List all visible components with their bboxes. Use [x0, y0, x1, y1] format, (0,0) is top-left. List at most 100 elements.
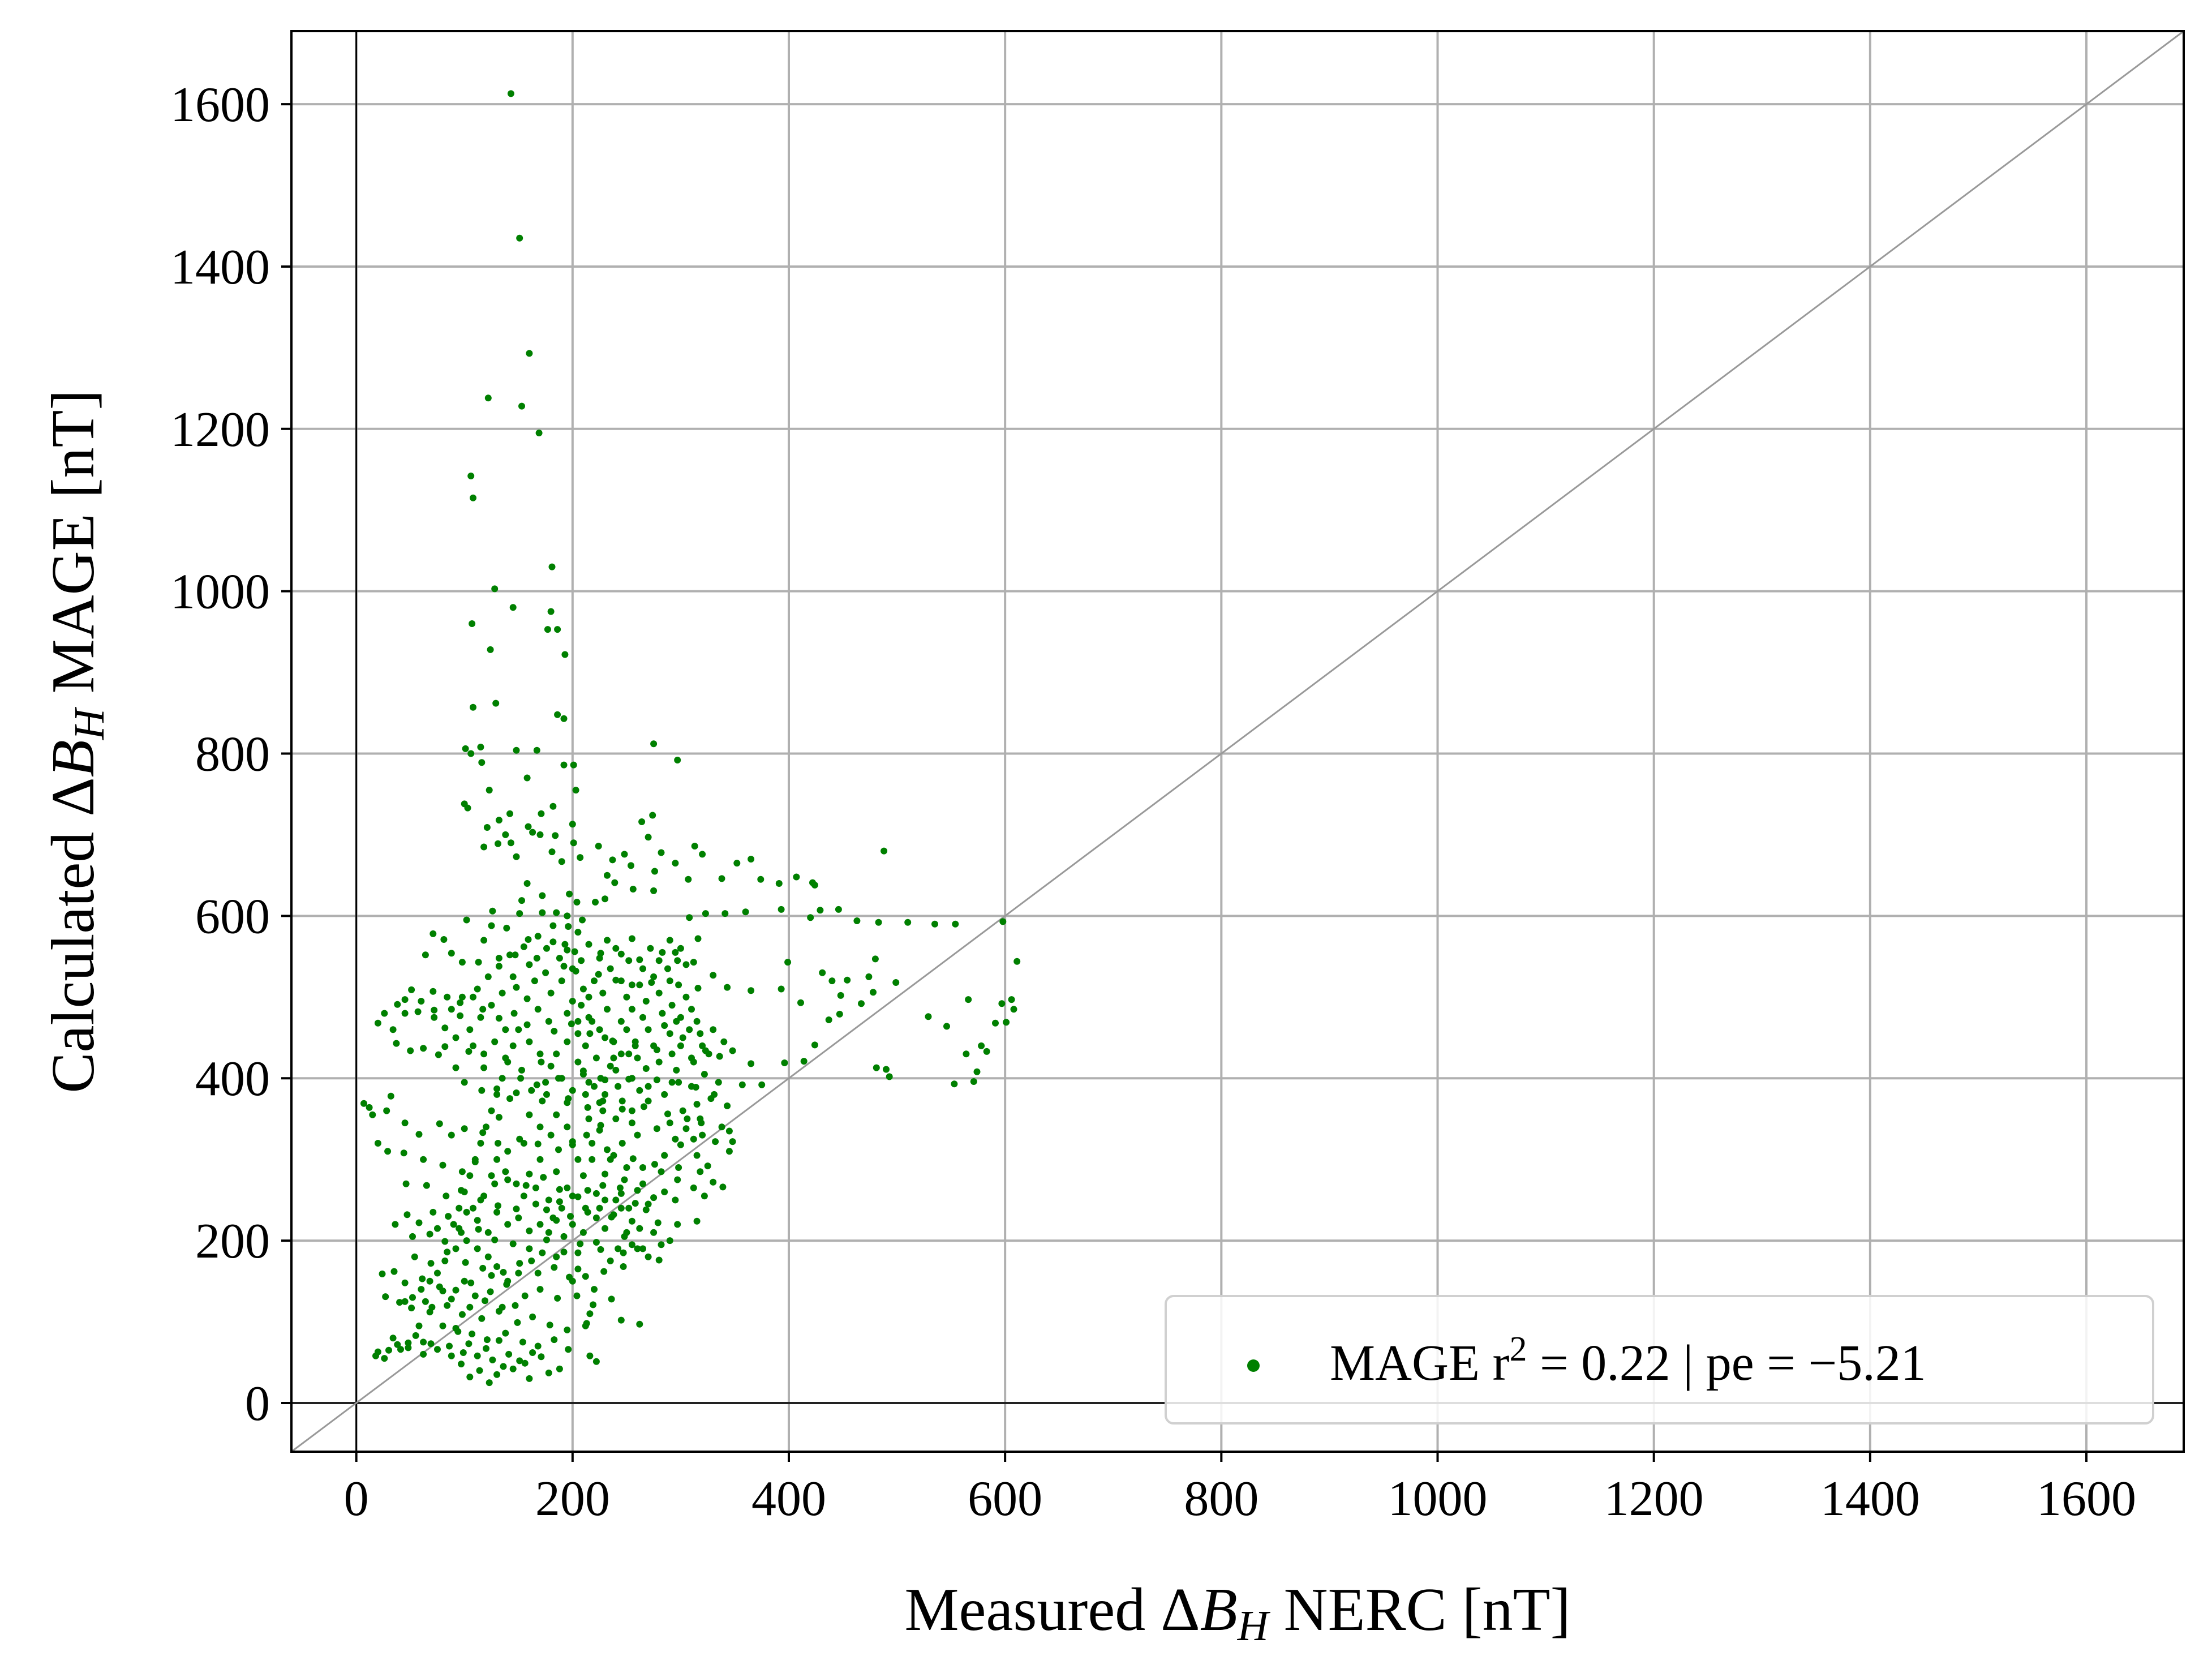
data-point — [574, 1018, 582, 1025]
y-ticks: 0 200 400 600 800 1000 1200 1400 1600 — [170, 78, 291, 1431]
data-point — [452, 1325, 459, 1332]
data-point — [489, 907, 496, 915]
data-point — [634, 1245, 641, 1252]
data-point — [408, 1305, 415, 1312]
data-point — [998, 1000, 1006, 1007]
plot-frame — [290, 30, 2185, 1453]
data-point — [466, 1026, 474, 1033]
data-point — [545, 1229, 552, 1236]
data-point — [545, 1018, 552, 1025]
data-point — [943, 1023, 950, 1030]
data-point — [596, 1026, 603, 1033]
y-tick-label: 400 — [195, 1052, 270, 1106]
data-point — [564, 1326, 571, 1333]
data-point — [642, 1206, 650, 1213]
data-point — [543, 945, 550, 952]
data-point — [495, 1114, 502, 1121]
data-point — [526, 1038, 533, 1045]
data-point — [636, 1087, 643, 1094]
data-point — [544, 626, 551, 633]
data-point — [623, 1229, 630, 1236]
data-point — [477, 744, 484, 750]
data-point — [474, 1352, 481, 1359]
data-point — [564, 912, 571, 920]
data-point — [394, 1341, 401, 1348]
data-point — [586, 1310, 594, 1318]
data-point — [448, 1295, 455, 1303]
data-point — [649, 812, 656, 819]
data-point — [596, 955, 603, 962]
data-point — [523, 774, 531, 782]
data-point — [623, 1164, 630, 1171]
data-point — [658, 1241, 665, 1248]
data-point — [702, 910, 709, 917]
data-point — [664, 965, 671, 972]
data-point — [639, 1245, 646, 1252]
data-point — [647, 945, 654, 952]
data-point — [659, 1010, 666, 1017]
data-point — [684, 1115, 691, 1122]
data-point — [658, 1168, 665, 1175]
data-point — [456, 1204, 463, 1212]
data-point — [420, 1338, 427, 1346]
data-point — [569, 998, 576, 1005]
data-point — [886, 1073, 893, 1080]
data-point — [607, 1257, 614, 1264]
data-point — [488, 922, 495, 929]
data-point — [516, 1260, 523, 1267]
data-point — [625, 957, 633, 964]
data-point — [445, 1213, 452, 1220]
data-point — [591, 1286, 598, 1293]
data-point — [682, 1125, 690, 1132]
data-point — [403, 1211, 411, 1219]
data-point — [538, 1353, 545, 1361]
data-point — [618, 1105, 626, 1113]
data-point — [466, 1374, 474, 1380]
data-point — [658, 849, 665, 856]
data-point — [509, 973, 517, 980]
data-point — [480, 843, 488, 851]
data-point — [628, 1241, 635, 1248]
data-point — [415, 1322, 423, 1329]
data-point — [529, 829, 536, 836]
data-point — [532, 1200, 539, 1208]
data-point — [407, 1047, 414, 1054]
data-point — [491, 585, 499, 593]
data-point — [504, 1277, 512, 1285]
data-point — [609, 856, 616, 864]
data-point — [495, 1015, 502, 1022]
data-point — [392, 1221, 399, 1228]
data-point — [394, 1001, 401, 1008]
data-point — [493, 1091, 501, 1098]
data-point — [612, 1115, 620, 1122]
y-tick-label: 600 — [195, 889, 270, 944]
data-point — [963, 1050, 970, 1058]
data-point — [617, 950, 625, 958]
data-point — [477, 1140, 484, 1147]
data-point — [538, 810, 545, 817]
data-point — [502, 1168, 509, 1175]
data-point — [636, 1225, 643, 1232]
data-point — [570, 839, 577, 847]
data-point — [448, 950, 455, 957]
data-point — [478, 1087, 486, 1094]
data-point — [638, 818, 646, 825]
data-point — [452, 1245, 459, 1252]
data-point — [858, 1000, 865, 1007]
data-point — [694, 935, 702, 942]
data-point — [381, 1355, 388, 1362]
data-point — [405, 1344, 412, 1351]
data-point — [592, 1239, 600, 1246]
data-point — [672, 860, 679, 867]
data-point — [607, 1062, 614, 1070]
data-point — [758, 1081, 766, 1088]
data-point — [531, 977, 538, 985]
data-point — [558, 1075, 565, 1082]
data-point — [397, 1346, 404, 1353]
data-point — [495, 840, 501, 847]
data-point — [602, 1091, 609, 1098]
data-point — [650, 740, 658, 748]
data-point — [545, 1196, 552, 1204]
data-point — [645, 1097, 652, 1105]
data-point — [516, 234, 523, 242]
